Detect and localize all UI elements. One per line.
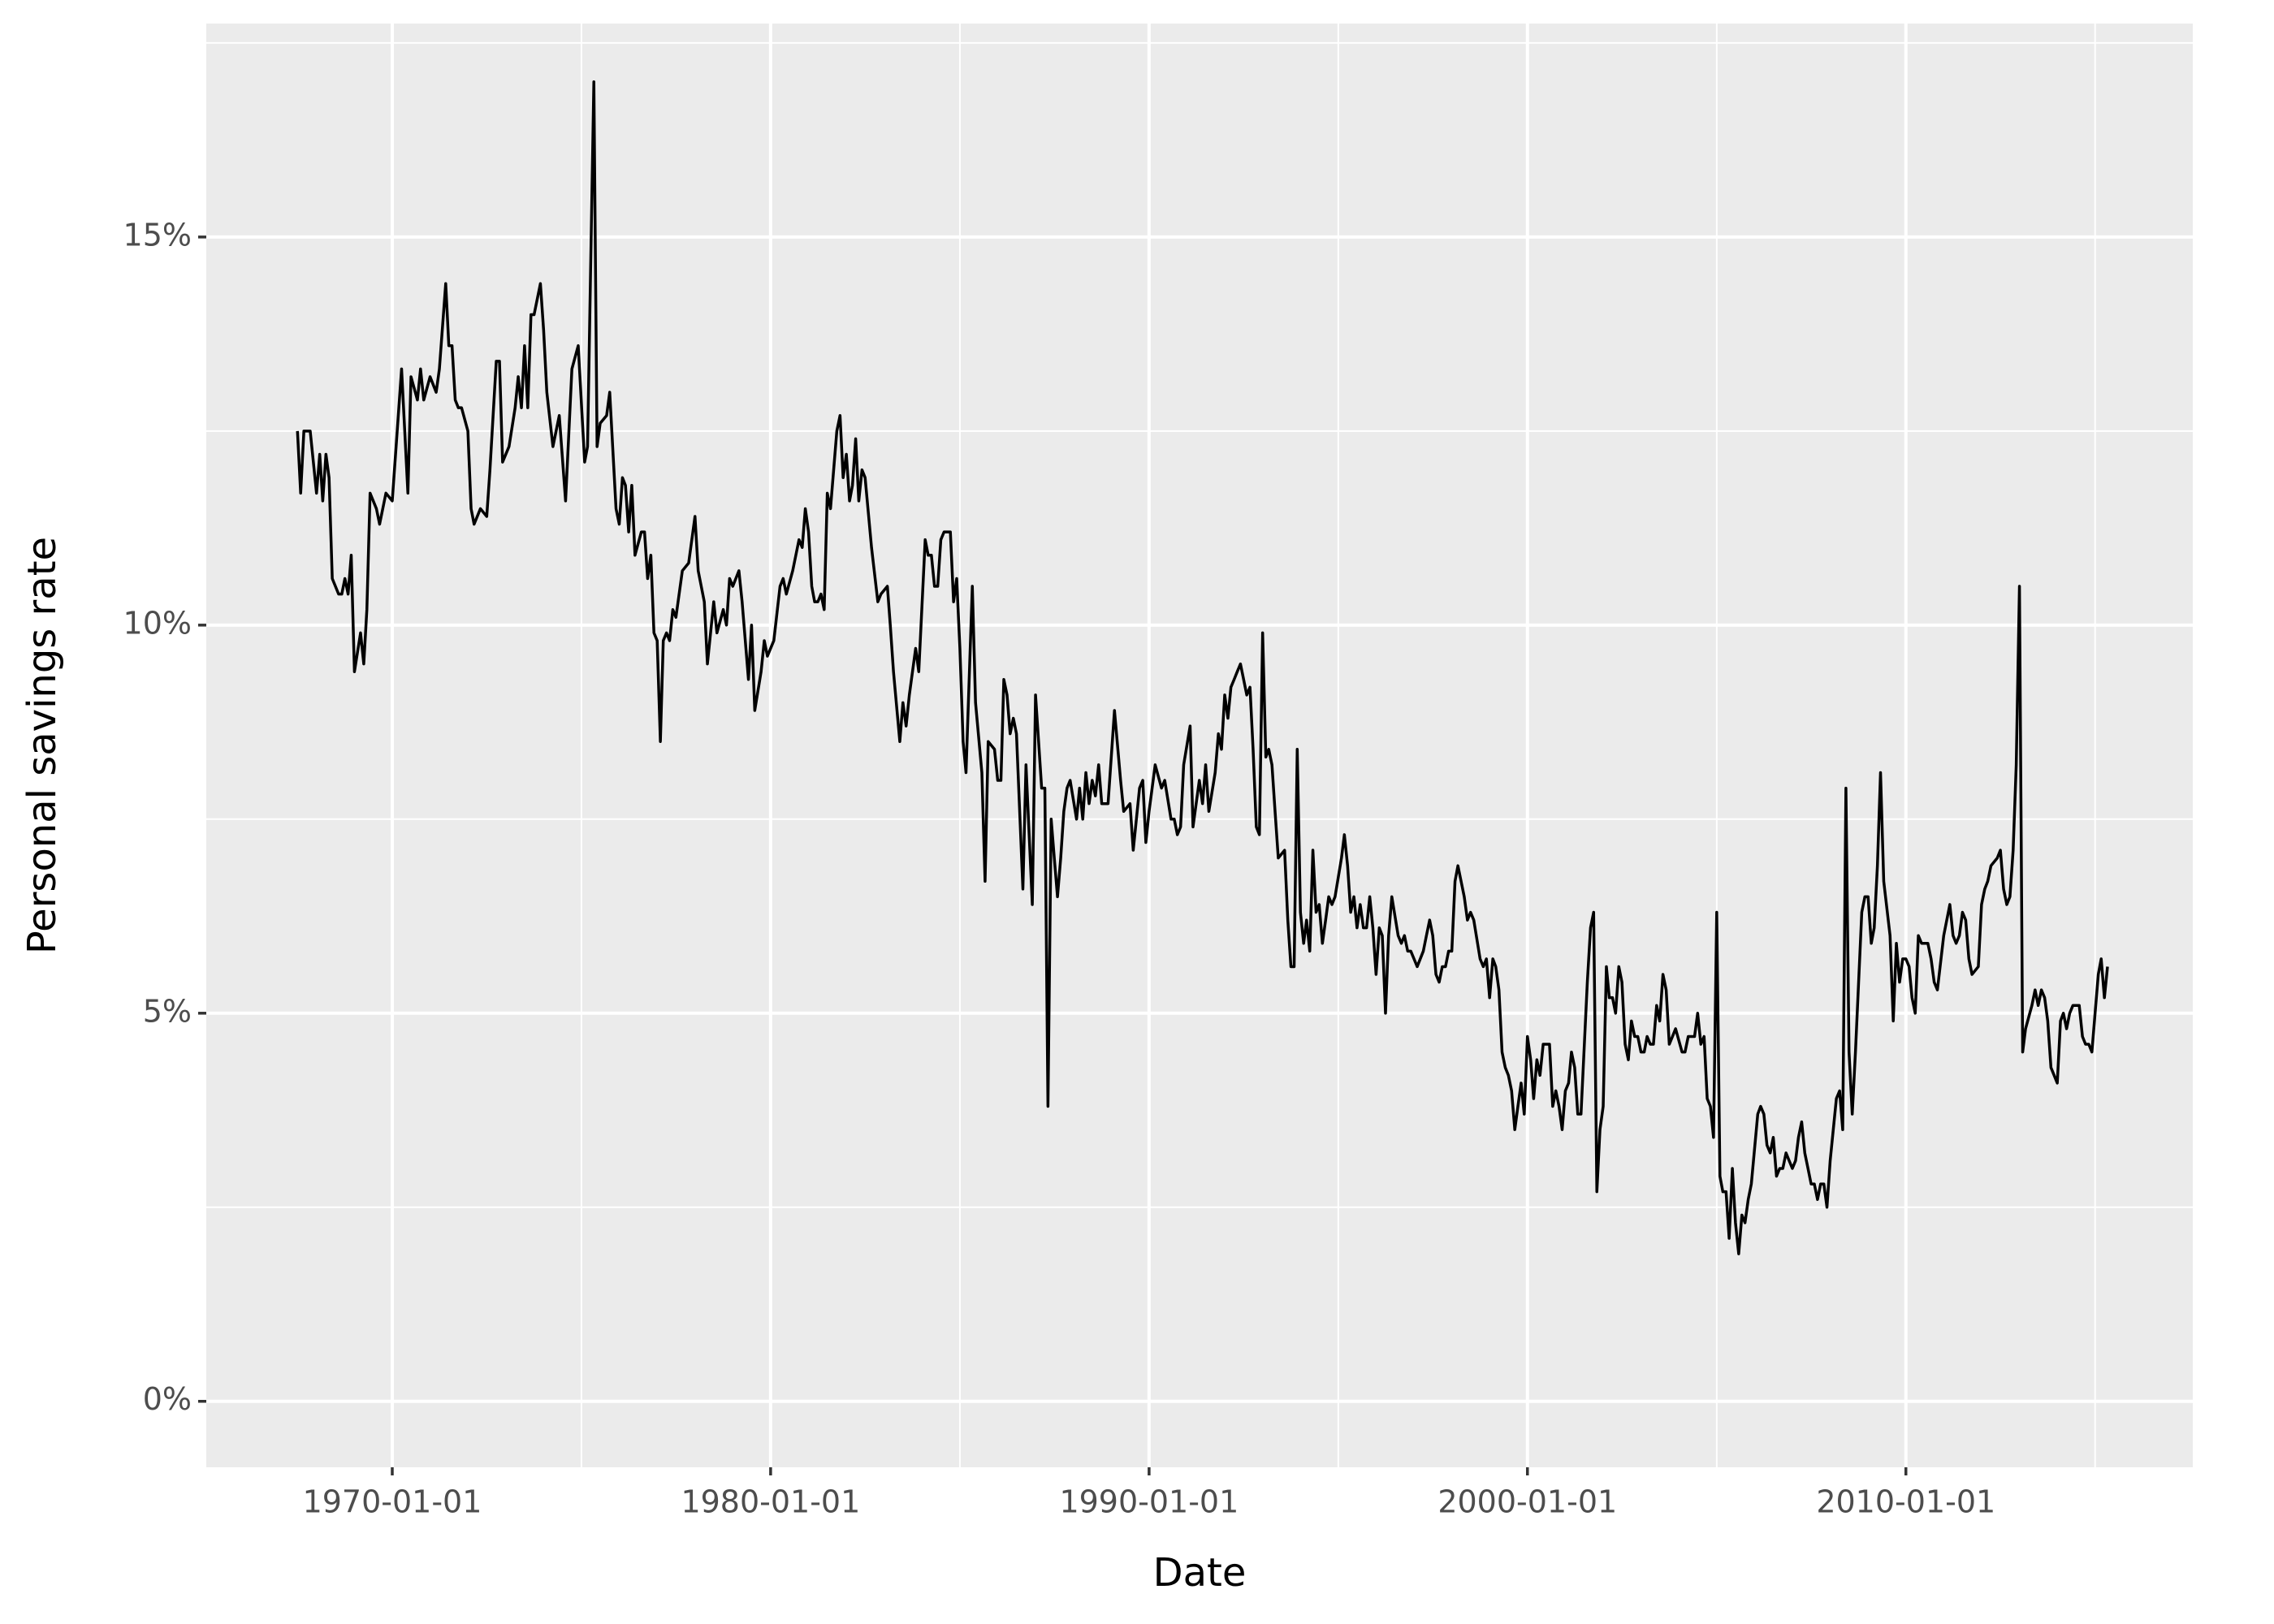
y-tick-label: 5% (143, 993, 192, 1029)
y-tick-label: 15% (123, 217, 192, 253)
x-tick-label: 2010-01-01 (1816, 1484, 1995, 1520)
x-tick-label: 1980-01-01 (681, 1484, 860, 1520)
x-tick-label: 2000-01-01 (1437, 1484, 1617, 1520)
y-axis-title: Personal savings rate (19, 537, 65, 954)
data-line (296, 80, 2109, 1255)
plot-background (206, 24, 2193, 1467)
y-tick-label: 10% (123, 605, 192, 641)
x-axis-title: Date (1153, 1550, 1247, 1596)
y-tick-label: 0% (143, 1381, 192, 1417)
x-tick-label: 1970-01-01 (303, 1484, 482, 1520)
x-tick-label: 1990-01-01 (1059, 1484, 1239, 1520)
